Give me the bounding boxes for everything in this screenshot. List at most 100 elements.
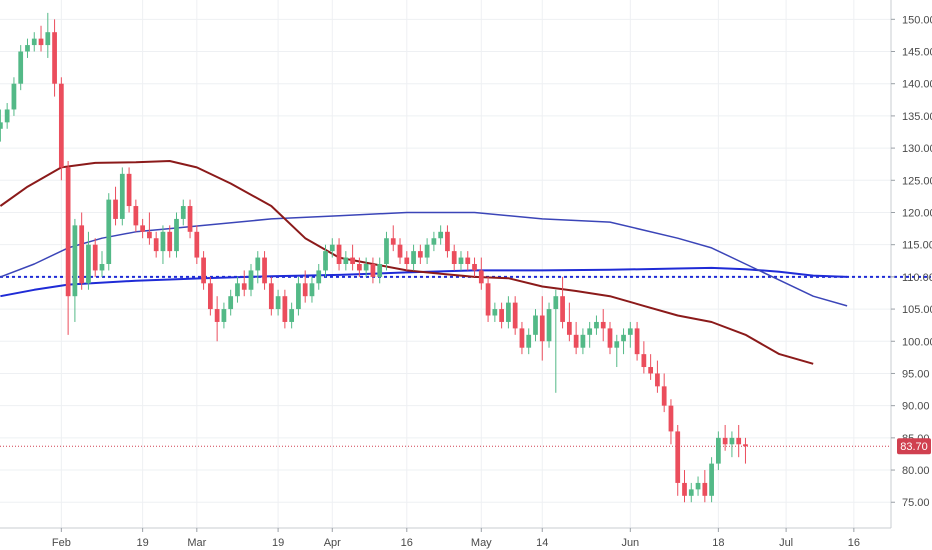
candle-body <box>99 264 105 271</box>
candle-body <box>546 309 552 342</box>
candle <box>560 276 565 329</box>
candle <box>99 251 105 277</box>
candle-body <box>268 283 274 310</box>
candle <box>302 270 308 303</box>
ma-blue-thin-line <box>0 211 848 307</box>
candle-body <box>533 315 538 335</box>
candle <box>743 437 748 464</box>
candle <box>417 244 423 264</box>
y-tick-label: 95.00 <box>902 368 930 380</box>
candle <box>424 238 430 264</box>
y-tick-label: 130.00 <box>902 143 932 155</box>
candle <box>546 302 552 348</box>
y-tick-label: 75.00 <box>902 497 930 509</box>
candle <box>329 238 335 258</box>
candle <box>194 225 200 264</box>
candle-body <box>465 257 471 264</box>
candle <box>72 218 78 322</box>
candle <box>688 482 694 503</box>
candle-body <box>248 270 254 290</box>
y-tick-label: 135.00 <box>902 111 932 123</box>
candle-body <box>716 437 721 464</box>
candle <box>363 257 369 277</box>
candle-body <box>404 257 410 264</box>
candle-body <box>86 244 91 284</box>
x-tick-label: Feb <box>52 537 71 549</box>
candle <box>553 289 559 393</box>
x-tick-label: Mar <box>187 537 206 549</box>
x-tick-label: 19 <box>137 537 149 549</box>
candle <box>397 238 403 264</box>
candle-body <box>641 354 647 368</box>
candle <box>627 321 633 348</box>
candle-body <box>384 238 389 264</box>
candle-body <box>126 173 132 207</box>
y-tick-label: 120.00 <box>902 207 932 219</box>
candle-body <box>675 431 681 483</box>
candle <box>478 257 484 290</box>
candle <box>499 302 504 329</box>
candle-body <box>228 296 234 310</box>
x-tick-label: Jun <box>621 537 639 549</box>
candle-body <box>451 251 457 264</box>
candle-body <box>201 257 206 284</box>
candle-body <box>390 238 396 245</box>
y-axis: 75.0080.0085.0090.0095.00100.00105.00110… <box>891 14 932 509</box>
candle-body <box>167 231 173 252</box>
candle-body <box>302 283 308 297</box>
candle <box>4 103 10 129</box>
candle <box>580 328 586 355</box>
candle <box>228 289 234 316</box>
candle <box>316 264 322 290</box>
candle-body <box>682 482 687 496</box>
candle-body <box>621 334 626 342</box>
candle-body <box>458 257 464 264</box>
candle-body <box>106 199 112 264</box>
candle <box>309 276 315 303</box>
candle-body <box>627 328 633 335</box>
candle-body <box>607 328 613 348</box>
x-axis: Feb 19 Mar 19 Apr 16 May 14 Jun 18 Jul 16 <box>52 528 860 549</box>
candle <box>438 225 444 245</box>
candle <box>241 270 247 297</box>
candle <box>641 341 647 374</box>
candle-body <box>207 283 213 310</box>
candle-body <box>587 328 593 335</box>
candle-body <box>235 283 240 297</box>
candle-body <box>38 38 44 46</box>
candle <box>512 296 518 335</box>
candle-body <box>655 373 660 387</box>
candle-body <box>485 283 491 316</box>
x-tick-label: Apr <box>324 537 341 549</box>
candle-body <box>472 264 477 271</box>
x-tick-label: 14 <box>536 537 548 549</box>
candle-body <box>370 264 376 277</box>
candle <box>357 257 362 277</box>
candle-body <box>743 444 748 447</box>
candle <box>38 25 44 52</box>
candle-body <box>336 244 342 264</box>
y-tick-label: 140.00 <box>902 79 932 91</box>
candle <box>147 212 152 245</box>
candle <box>11 77 17 116</box>
candle-body <box>417 251 423 258</box>
candle-body <box>438 231 444 239</box>
candle-body <box>702 482 708 496</box>
candle <box>621 328 626 355</box>
candle <box>180 199 186 226</box>
candle <box>695 476 701 496</box>
candle <box>235 276 240 303</box>
candle-body <box>519 328 525 348</box>
candle <box>31 32 37 52</box>
candle <box>113 186 118 226</box>
candle <box>539 296 545 361</box>
candle <box>390 225 396 252</box>
candle <box>465 251 471 271</box>
candle <box>682 470 687 503</box>
candle-body <box>255 257 261 271</box>
candle-body <box>153 238 159 252</box>
candle <box>377 257 383 284</box>
candle-body <box>160 231 166 252</box>
